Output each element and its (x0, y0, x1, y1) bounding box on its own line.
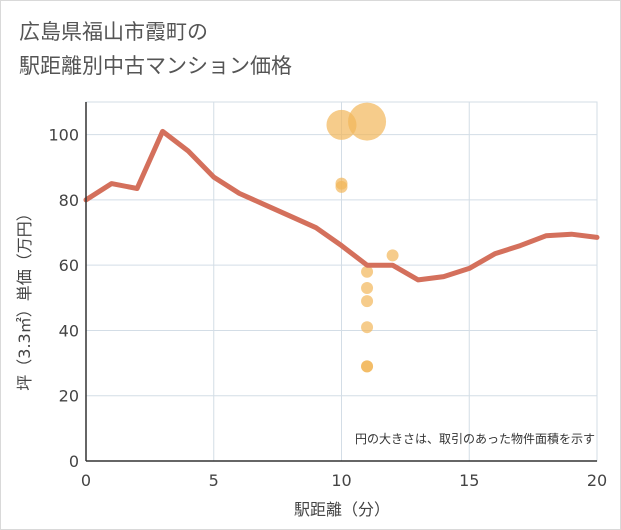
chart-title-line-2: 駅距離別中古マンション価格 (19, 54, 292, 78)
bubble-series (326, 102, 399, 373)
bubble-point (361, 295, 374, 308)
y-tick-label: 80 (59, 191, 79, 210)
average-price-line (83, 128, 600, 283)
bubble-point (361, 321, 374, 334)
x-tick-label: 10 (331, 471, 351, 490)
y-tick-label: 100 (48, 126, 79, 145)
bubble-point (361, 265, 374, 278)
y-tick-label: 60 (59, 256, 79, 275)
x-tick-label: 15 (459, 471, 479, 490)
bubble-point (386, 249, 399, 262)
x-tick-label: 5 (209, 471, 219, 490)
y-tick-labels: 0 20 40 60 80 100 (48, 126, 79, 471)
chart-title-line-1: 広島県福山市霞町の (19, 20, 208, 44)
x-tick-label: 20 (587, 471, 607, 490)
y-axis-label: 坪（3.3㎡）単価（万円） (15, 205, 34, 390)
bubble-size-note: 円の大きさは、取引のあった物件面積を示す (355, 431, 595, 446)
chart-title: 広島県福山市霞町の 駅距離別中古マンション価格 (19, 15, 292, 83)
x-tick-labels: 0 5 10 15 20 (81, 471, 607, 490)
y-tick-label: 40 (59, 321, 79, 340)
bubble-point (361, 282, 374, 295)
bubble-point (335, 180, 348, 193)
x-tick-label: 0 (81, 471, 91, 490)
line-series (83, 128, 600, 283)
x-axis-label: 駅距離（分） (294, 500, 390, 519)
bubble-point (361, 360, 374, 373)
y-tick-label: 0 (69, 452, 79, 471)
axes (85, 102, 597, 462)
bubble-point (348, 102, 387, 141)
grid-lines (85, 101, 598, 462)
y-tick-label: 20 (59, 387, 79, 406)
